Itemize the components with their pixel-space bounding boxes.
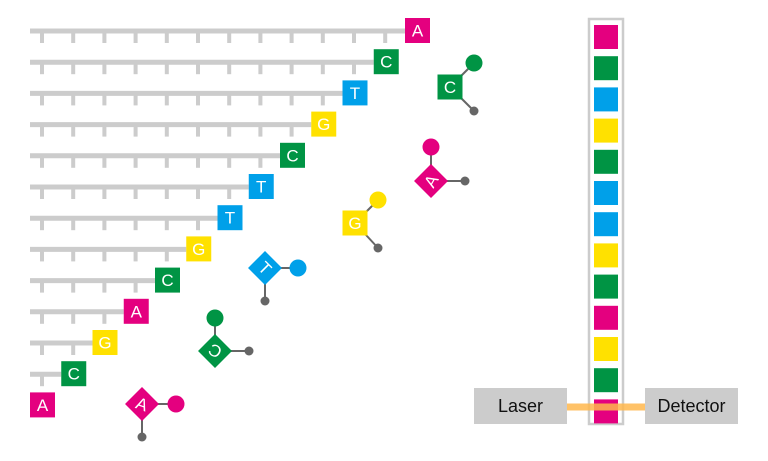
strand-4: C [30, 142, 305, 168]
capillary-band-C [594, 149, 618, 174]
free-nucleotide-G: G [342, 191, 387, 253]
capillary-band-C [594, 56, 618, 81]
base-letter: G [317, 115, 330, 134]
terminal-base-A [123, 298, 149, 324]
strand-7: G [30, 236, 212, 262]
terminal-base-G [311, 111, 337, 137]
strand-6: T [30, 205, 243, 231]
strand-10: G [30, 330, 118, 355]
free-nucleotide-T: T [248, 251, 307, 306]
dye-ball [206, 309, 224, 327]
capillary-band-G [594, 118, 618, 143]
base-letter: G [348, 214, 361, 233]
detector-label: Detector [657, 395, 726, 416]
terminal-base-A [30, 392, 55, 418]
nucleotide-square [342, 210, 368, 236]
base-letter: T [225, 209, 235, 228]
strand-3: G [30, 111, 337, 137]
phosphate-dot [460, 176, 470, 186]
dye-ball [369, 191, 387, 209]
strand-0: A [30, 18, 430, 43]
capillary-band-A [594, 25, 618, 49]
capillary-band-A [594, 305, 618, 330]
strand-11: C [30, 361, 87, 387]
capillary-band-T [594, 212, 618, 237]
dye-ball [289, 259, 307, 277]
capillary-band-A [594, 399, 618, 424]
phosphate-dot [260, 296, 270, 306]
base-letter: G [192, 240, 205, 259]
dye-ball [465, 54, 483, 72]
strand-12: A [30, 392, 55, 418]
base-letter: A [131, 302, 143, 321]
strand-2: T [30, 80, 368, 106]
capillary-band-G [594, 337, 618, 361]
phosphate-dot [137, 432, 147, 442]
strand-9: A [30, 298, 149, 324]
dye-ball [422, 138, 440, 156]
base-letter: T [350, 84, 360, 103]
base-letter: T [256, 178, 266, 197]
laser-label: Laser [497, 395, 544, 416]
capillary-band-C [594, 368, 618, 393]
nucleotide-diamond [414, 164, 448, 198]
free-nucleotide-C: C [198, 309, 254, 368]
terminal-base-G [92, 330, 118, 355]
terminal-base-C [280, 142, 305, 168]
base-letter: C [286, 146, 298, 165]
terminal-base-A [405, 18, 430, 43]
terminal-base-T [342, 80, 368, 106]
free-nucleotide-A: A [125, 387, 185, 442]
capillary-band-C [594, 274, 618, 299]
phosphate-dot [244, 346, 254, 356]
base-letter: G [98, 334, 111, 353]
phosphate-dot [373, 243, 383, 253]
base-letter: A [412, 22, 424, 41]
terminal-base-T [217, 205, 243, 231]
terminal-base-C [373, 49, 399, 75]
base-letter: C [68, 365, 80, 384]
terminal-base-G [186, 236, 212, 262]
laser-box: Laser [474, 388, 567, 424]
capillary-band-G [594, 243, 618, 268]
detector-box: Detector [645, 388, 738, 424]
base-letter: C [161, 271, 173, 290]
terminal-base-T [248, 174, 274, 199]
terminal-base-C [61, 361, 87, 387]
strand-1: C [30, 49, 399, 75]
nucleotide-diamond [198, 334, 232, 368]
base-letter: C [380, 53, 392, 72]
free-nucleotide-A: A [414, 138, 470, 198]
strand-5: T [30, 174, 274, 199]
capillary-band-T [594, 87, 618, 112]
strand-8: C [30, 267, 180, 293]
terminal-base-C [155, 267, 180, 293]
nucleotide-square [437, 74, 463, 100]
dye-ball [167, 395, 185, 413]
nucleotide-diamond [125, 387, 159, 421]
phosphate-dot [469, 106, 479, 116]
base-letter: A [37, 396, 49, 415]
free-nucleotide-C: C [437, 54, 483, 116]
base-letter: C [444, 78, 456, 97]
capillary-band-T [594, 181, 618, 205]
